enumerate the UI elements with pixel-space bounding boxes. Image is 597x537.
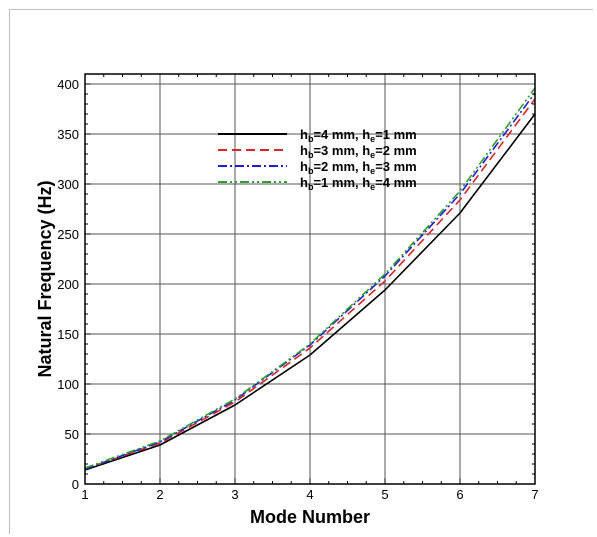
legend-text-part: =2 mm, h [313,159,370,174]
legend-text-part: =4 mm, h [313,127,370,142]
y-tick-label: 100 [57,377,79,392]
y-axis-title: Natural Frequency (Hz) [35,180,55,377]
legend-subscript: e [370,182,375,192]
x-tick-label: 7 [531,487,538,502]
legend-subscript: e [370,134,375,144]
y-tick-label: 250 [57,227,79,242]
legend-subscript: e [370,166,375,176]
legend-text-part: h [300,175,308,190]
legend-text-part: =3 mm [375,159,417,174]
series-line-4 [84,87,536,469]
legend-subscript: b [308,166,314,176]
legend-text-part: =3 mm, h [313,143,370,158]
legend-text-part: =2 mm [375,143,417,158]
legend-subscript: b [308,150,314,160]
series-layer [84,87,536,471]
y-tick-label: 300 [57,177,79,192]
series-line-3 [84,92,536,470]
x-tick-label: 4 [306,487,313,502]
legend-subscript: b [308,134,314,144]
legend-text-part: =1 mm, h [313,175,370,190]
legend-label-3: hb=2 mm, he=3 mm [300,159,417,176]
x-tick-label: 6 [456,487,463,502]
legend-label-4: hb=1 mm, he=4 mm [300,175,417,192]
legend-text-part: h [300,159,308,174]
x-axis-title: Mode Number [250,507,370,527]
grid [84,74,536,485]
tick-labels: 1 2 3 4 5 6 7 0 50 100 150 200 250 300 350 400 [57,77,538,502]
y-tick-label: 50 [65,427,79,442]
legend-label-1: hb=4 mm, he=1 mm [300,127,417,144]
x-tick-label: 5 [381,487,388,502]
legend-subscript: e [370,150,375,160]
y-tick-label: 350 [57,127,79,142]
legend-label-2: hb=3 mm, he=2 mm [300,143,417,160]
ticks [84,73,536,485]
series-line-2 [84,98,536,470]
x-tick-label: 2 [156,487,163,502]
legend-subscript: b [308,182,314,192]
y-tick-label: 200 [57,277,79,292]
figure-frame [9,9,593,534]
y-tick-label: 400 [57,77,79,92]
legend-text-part: =1 mm [375,127,417,142]
x-tick-label: 3 [231,487,238,502]
x-tick-label: 1 [81,487,88,502]
legend-text-part: h [300,127,308,142]
legend-text-part: =4 mm [375,175,417,190]
series-line-1 [84,113,536,471]
legend-text-part: h [300,143,308,158]
y-tick-label: 0 [72,477,79,492]
y-tick-label: 150 [57,327,79,342]
